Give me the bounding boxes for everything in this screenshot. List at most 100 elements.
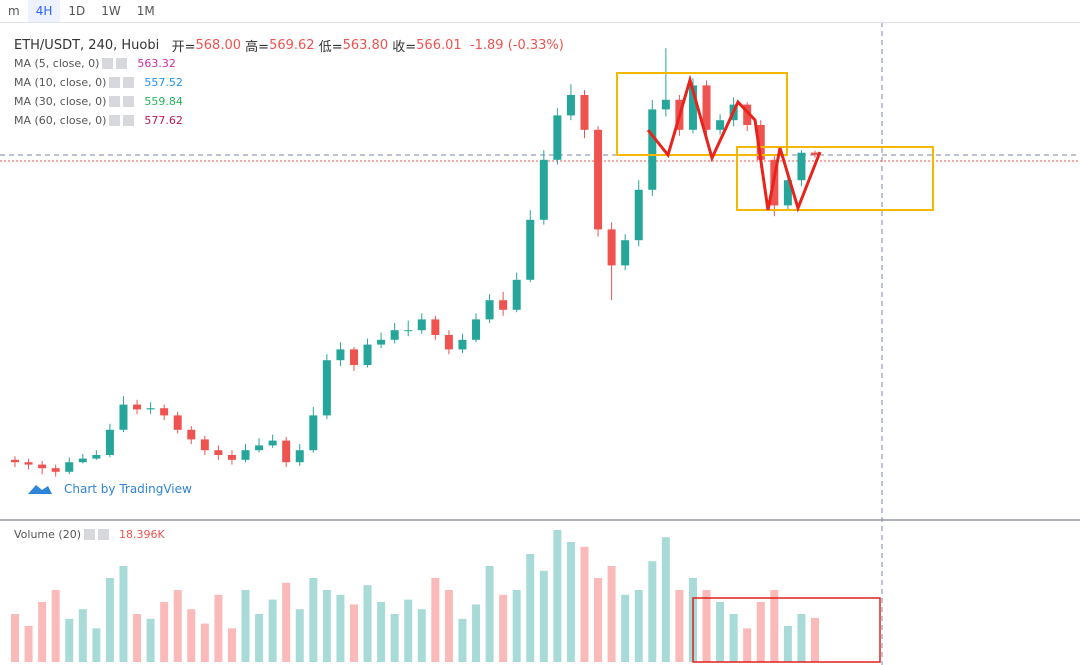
settings-button[interactable] <box>109 115 121 126</box>
volume-bar <box>539 570 548 662</box>
volume-bar <box>634 590 643 662</box>
highlight-box <box>736 146 934 211</box>
volume-legend: Volume (20) 18.396K <box>14 528 165 541</box>
close-button[interactable] <box>123 96 135 107</box>
legend: ETH/USDT, 240, Huobi 开= 568.00 高= 569.62 低… <box>14 36 564 55</box>
volume-bar <box>92 628 101 662</box>
volume-bar <box>255 614 264 662</box>
candle-body <box>227 455 236 460</box>
volume-bar <box>227 628 236 662</box>
candle-body <box>716 120 725 130</box>
candle-body <box>173 415 182 430</box>
toolbar-button[interactable]: 1W <box>101 4 121 18</box>
indicator-name: MA (30, close, 0) <box>14 95 107 108</box>
candle-body <box>119 404 128 430</box>
watermark[interactable]: Chart by TradingView <box>64 482 192 496</box>
candle-body <box>11 459 19 463</box>
indicator-legend: MA (10, close, 0) 557.52 <box>14 76 183 89</box>
volume-bar <box>512 590 521 662</box>
volume-bar <box>200 623 209 662</box>
volume-bar <box>743 628 752 662</box>
volume-bar <box>648 561 657 662</box>
candle-body <box>51 468 60 472</box>
volume-bar <box>268 599 277 662</box>
indicator-name: MA (10, close, 0) <box>14 76 107 89</box>
candle-body <box>241 450 250 460</box>
candle-body <box>756 125 765 160</box>
volume-bar <box>661 537 670 662</box>
candle-body <box>255 445 264 451</box>
candle-body <box>295 450 304 463</box>
volume-bar <box>756 602 765 662</box>
close-button[interactable] <box>98 529 109 540</box>
change: -1.89 (-0.33%) <box>469 38 564 53</box>
candle-body <box>580 95 589 130</box>
indicator-legend: MA (5, close, 0) 563.32 <box>14 57 176 70</box>
candle-body <box>702 85 711 130</box>
volume-bar <box>594 578 603 662</box>
candle-body <box>322 360 331 416</box>
candle-body <box>417 319 426 331</box>
volume-bar <box>702 590 711 662</box>
volume-bar <box>187 609 196 662</box>
volume-bar <box>729 614 738 662</box>
toolbar-button[interactable]: 1D <box>68 4 86 18</box>
close-button[interactable] <box>123 115 135 126</box>
zigzag-annotation <box>646 74 822 213</box>
candle-body <box>621 240 630 266</box>
candle-body <box>566 95 575 116</box>
volume-bar <box>160 602 169 662</box>
candle-body <box>634 189 643 241</box>
volume-bar <box>783 626 792 662</box>
candle-body <box>377 339 386 345</box>
volume-bar <box>51 590 60 662</box>
volume-bar <box>336 594 345 662</box>
highlight-box <box>616 72 788 156</box>
volume-bars <box>11 530 819 662</box>
volume-bar <box>675 590 684 662</box>
volume-bar <box>119 566 128 662</box>
close-button[interactable] <box>116 58 128 69</box>
candle-body <box>363 344 372 365</box>
close-button[interactable] <box>123 77 135 88</box>
candle-body <box>349 349 358 365</box>
candle-body <box>146 408 155 410</box>
settings-button[interactable] <box>102 58 114 69</box>
volume-bar <box>146 618 155 662</box>
candle-body <box>214 450 223 455</box>
volume-bar <box>38 602 47 662</box>
volume-bar <box>309 578 318 662</box>
value: 566.01 <box>416 38 462 53</box>
volume-bar <box>241 590 250 662</box>
indicator-legend: MA (30, close, 0) 559.84 <box>14 95 183 108</box>
settings-button[interactable] <box>109 96 121 107</box>
indicator-value: 577.62 <box>144 114 183 127</box>
settings-button[interactable] <box>109 77 121 88</box>
indicator-legend: MA (60, close, 0) 577.62 <box>14 114 183 127</box>
candle-body <box>783 180 792 206</box>
volume-bar <box>11 614 19 662</box>
volume-bar <box>78 609 87 662</box>
candle-body <box>526 219 535 280</box>
toolbar-button[interactable]: m <box>8 4 20 18</box>
volume-bar <box>295 609 304 662</box>
price-legend: ETH/USDT, 240, Huobi 开= 568.00 高= 569.62 低… <box>14 36 564 55</box>
symbol: ETH/USDT, 240, Huobi <box>14 38 160 53</box>
candle-body <box>92 455 101 459</box>
value: 568.00 <box>195 38 242 53</box>
toolbar: m 4H 1D 1W 1M <box>0 0 1080 23</box>
candle-body <box>553 115 562 160</box>
volume-bar <box>363 585 372 662</box>
volume-bar <box>811 617 819 662</box>
volume-bar <box>485 566 494 662</box>
toolbar-button[interactable]: 4H <box>27 0 61 22</box>
settings-button[interactable] <box>84 529 95 540</box>
toolbar-button[interactable]: 1M <box>136 4 155 18</box>
candle-body <box>743 104 752 125</box>
volume-bar <box>404 599 413 662</box>
candle-body <box>133 404 142 410</box>
indicator-value: 18.396K <box>119 528 165 541</box>
candle-body <box>390 330 399 340</box>
candle-body <box>282 440 291 463</box>
